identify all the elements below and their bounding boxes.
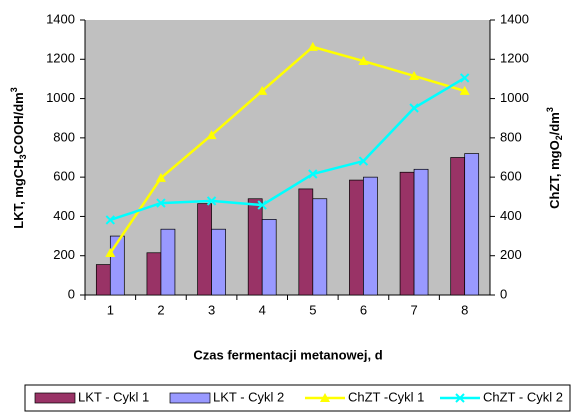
- y-tick-label: 400: [53, 208, 75, 223]
- x-tick-label: 6: [360, 302, 367, 317]
- y-tick-label: 1000: [46, 90, 75, 105]
- bar: [197, 203, 212, 296]
- y2-tick-label: 400: [500, 208, 522, 223]
- bar: [349, 179, 364, 296]
- plot-area: [85, 20, 490, 295]
- bar: [298, 188, 314, 296]
- x-tick-label: 3: [208, 302, 215, 317]
- marker: [455, 393, 465, 403]
- x-tick-label: 2: [157, 302, 164, 317]
- y-tick-label: 200: [53, 247, 75, 262]
- bar: [211, 228, 226, 296]
- bar: [312, 198, 328, 296]
- bar: [95, 264, 111, 296]
- bar: [247, 198, 263, 296]
- line: [109, 76, 466, 222]
- legend-label: ChZT - Cykl 2: [483, 389, 563, 404]
- y-tick-label: 0: [68, 286, 75, 301]
- bar: [109, 235, 125, 296]
- bar: [160, 228, 176, 296]
- bar: [413, 168, 429, 296]
- x-tick-label: 8: [461, 302, 468, 317]
- bar: [464, 153, 480, 296]
- legend-swatch: [34, 392, 76, 404]
- marker: [257, 85, 268, 95]
- y2-tick-label: 1400: [500, 11, 529, 26]
- x-tick-label: 7: [410, 302, 417, 317]
- y2-tick-label: 1000: [500, 90, 529, 105]
- y2-tick-label: 0: [500, 286, 507, 301]
- marker: [156, 198, 166, 208]
- marker: [358, 56, 369, 66]
- marker: [206, 130, 217, 140]
- y2-tick-label: 1200: [500, 51, 529, 66]
- legend-label: ChZT -Cykl 1: [348, 389, 424, 404]
- marker: [307, 41, 318, 51]
- marker: [257, 200, 267, 210]
- x-tick-label: 4: [259, 302, 266, 317]
- marker: [459, 85, 470, 95]
- marker: [206, 196, 217, 206]
- y-tick-label: 800: [53, 129, 75, 144]
- marker: [409, 103, 419, 113]
- y2-tick-label: 600: [500, 169, 522, 184]
- bar: [450, 157, 466, 296]
- marker: [105, 247, 116, 257]
- marker: [308, 169, 318, 179]
- legend-label: LKT - Cykl 2: [213, 389, 284, 404]
- y-tick-label: 1200: [46, 51, 75, 66]
- marker: [459, 73, 470, 83]
- x-axis-label: Czas fermentacji metanowej, d: [193, 347, 382, 362]
- legend-swatch: [169, 392, 211, 404]
- marker: [320, 393, 330, 402]
- bar: [399, 171, 415, 296]
- legend-label: LKT - Cykl 1: [78, 389, 149, 404]
- bar: [146, 252, 162, 296]
- y-axis-label: LKT, mgCH3COOH/dm3: [9, 87, 28, 229]
- y2-tick-label: 800: [500, 129, 522, 144]
- x-tick-label: 5: [309, 302, 316, 317]
- bar: [261, 219, 277, 296]
- y2-axis-label: ChZT, mgO2/dm3: [545, 107, 564, 209]
- y2-tick-label: 200: [500, 247, 522, 262]
- x-tick-label: 1: [107, 302, 114, 317]
- bar: [363, 176, 378, 296]
- marker: [358, 156, 369, 166]
- marker: [155, 172, 166, 182]
- y-tick-label: 1400: [46, 11, 75, 26]
- line: [109, 45, 466, 254]
- y-tick-label: 600: [53, 169, 75, 184]
- marker: [409, 70, 420, 80]
- marker: [105, 215, 116, 225]
